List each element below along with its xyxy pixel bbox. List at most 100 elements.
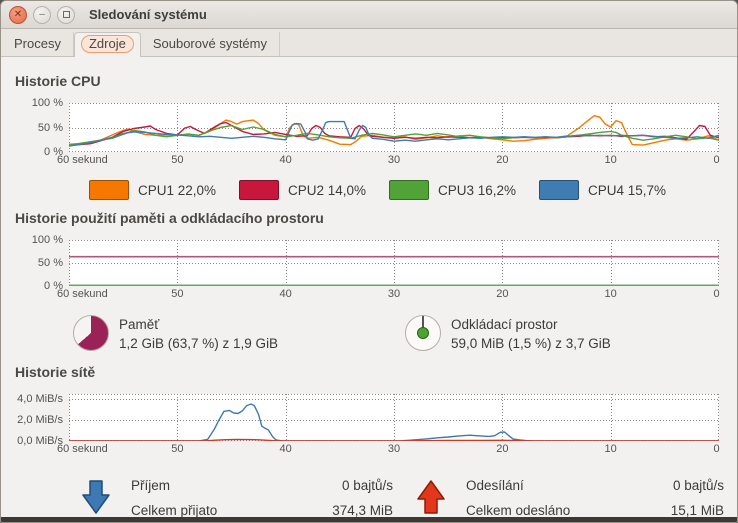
tab-filesystems[interactable]: Souborové systémy	[141, 32, 280, 56]
network-x-axis-label: 10	[604, 443, 617, 455]
memory-chart: 100 % 50 % 0 % 60 sekund 50 40 30 20 10 0	[32, 234, 720, 302]
tab-resources[interactable]: Zdroje	[73, 32, 141, 57]
memory-y-axis-label: 50 %	[37, 257, 63, 269]
cpu1-legend-label: CPU1 22,0%	[138, 182, 217, 198]
memory-x-axis-label: 60 sekund	[57, 288, 108, 300]
cpu-history-title: Historie CPU	[15, 73, 101, 89]
swap-usage-value: 59,0 MiB (1,5 %) z 3,7 GiB	[451, 336, 611, 351]
cpu3-legend-label: CPU3 16,2%	[438, 182, 517, 198]
network-series-line	[69, 403, 719, 441]
swap-pie-needle	[422, 316, 424, 333]
cpu2-legend-label: CPU2 14,0%	[288, 182, 367, 198]
window-title: Sledování systému	[89, 7, 207, 22]
cpu-x-axis-label: 60 sekund	[57, 154, 108, 166]
cpu-x-axis-label: 0	[713, 154, 720, 166]
network-chart: 4,0 MiB/s 2,0 MiB/s 0,0 MiB/s 60 sekund 50 40…	[17, 393, 720, 457]
network-y-axis-label: 0,0 MiB/s	[17, 435, 63, 447]
memory-x-axis-label: 10	[604, 288, 617, 300]
network-x-axis-label: 40	[279, 443, 292, 455]
cpu4-color-swatch	[539, 180, 579, 200]
network-series-line	[69, 438, 719, 441]
memory-legend-item: Paměť 1,2 GiB (63,7 %) z 1,9 GiB	[73, 315, 405, 354]
network-x-axis-label: 20	[496, 443, 509, 455]
network-x-axis-label: 60 sekund	[57, 443, 108, 455]
cpu-y-axis-label: 50 %	[37, 121, 63, 134]
cpu-x-axis-label: 10	[604, 154, 617, 166]
cpu4-legend-item: CPU4 15,7%	[539, 180, 689, 200]
receive-rate-value: 0 bajtů/s	[341, 478, 393, 493]
network-x-axis-label: 0	[713, 443, 720, 455]
memory-history-title: Historie použití paměti a odkládacího pr…	[15, 210, 324, 226]
memory-usage-value: 1,2 GiB (63,7 %) z 1,9 GiB	[119, 336, 279, 351]
network-x-axis: 60 sekund 50 40 30 20 10 0	[57, 443, 720, 457]
tab-processes[interactable]: Procesy	[2, 32, 74, 56]
swap-pie-dot	[417, 327, 429, 339]
upload-arrow-icon	[416, 479, 466, 518]
close-button[interactable]: ✕	[9, 5, 27, 24]
cpu3-color-swatch	[389, 180, 429, 200]
window-bottom-edge	[1, 517, 737, 522]
memory-x-axis-label: 30	[387, 288, 401, 300]
memory-label: Paměť	[119, 317, 160, 332]
cpu-chart: 100 % 50 % 0 % 60 sekund 50 40 30 20 10 0	[32, 97, 720, 168]
memory-y-axis-label: 0 %	[44, 280, 63, 292]
memory-x-axis: 60 sekund 50 40 30 20 10 0	[57, 288, 720, 302]
total-sent-value: 15,1 MiB	[670, 503, 724, 518]
cpu2-legend-item: CPU2 14,0%	[239, 180, 389, 200]
cpu1-legend-item: CPU1 22,0%	[89, 180, 239, 200]
cpu-x-axis-label: 20	[496, 154, 509, 166]
network-history-title: Historie sítě	[15, 364, 96, 380]
cpu-series-line	[69, 124, 719, 146]
cpu1-color-swatch	[89, 180, 129, 200]
maximize-button[interactable]	[57, 5, 75, 24]
send-rate-value: 0 bajtů/s	[672, 478, 724, 493]
cpu-x-axis: 60 sekund 50 40 30 20 10 0	[57, 154, 720, 168]
cpu-x-axis-label: 40	[279, 154, 292, 166]
download-arrow-icon	[81, 479, 131, 518]
cpu-plot-area	[69, 103, 719, 152]
cpu-y-axis-label: 100 %	[31, 97, 63, 109]
resources-panel: Historie CPU 100 % 50 % 0 % 60 sekund 50 40 30…	[1, 57, 737, 522]
network-plot-area	[69, 394, 719, 441]
cpu2-color-swatch	[239, 180, 279, 200]
titlebar: ✕ – Sledování systému	[1, 1, 737, 29]
swap-legend-item: Odkládací prostor 59,0 MiB (1,5 %) z 3,7…	[405, 315, 737, 354]
cpu-chart-canvas	[69, 103, 719, 152]
minimize-button[interactable]: –	[33, 5, 51, 24]
total-sent-label: Celkem odesláno	[466, 503, 571, 518]
tab-bar: Procesy Zdroje Souborové systémy	[1, 29, 737, 57]
network-y-axis-label: 4,0 MiB/s	[17, 392, 63, 405]
memory-x-axis-label: 50	[171, 288, 184, 300]
tab-resources-label: Zdroje	[80, 35, 134, 53]
cpu4-legend-label: CPU4 15,7%	[588, 182, 667, 198]
total-received-label: Celkem přijato	[131, 503, 218, 518]
cpu-x-axis-label: 30	[387, 154, 401, 166]
memory-chart-canvas	[69, 240, 719, 286]
memory-x-axis-label: 0	[713, 288, 720, 300]
memory-y-axis-label: 100 %	[31, 234, 63, 246]
cpu-legend: CPU1 22,0% CPU2 14,0% CPU3 16,2% CPU4 15…	[89, 180, 737, 200]
memory-legend: Paměť 1,2 GiB (63,7 %) z 1,9 GiB Odkláda…	[73, 315, 737, 354]
network-send-group: Odesílání 0 bajtů/s Celkem odesláno 15,1…	[416, 473, 724, 522]
cpu-series-line	[69, 120, 719, 147]
maximize-icon	[62, 11, 70, 18]
swap-label: Odkládací prostor	[451, 317, 558, 332]
network-x-axis-label: 50	[171, 443, 184, 455]
send-rate-label: Odesílání	[466, 478, 524, 493]
memory-x-axis-label: 20	[496, 288, 509, 300]
network-receive-group: Příjem 0 bajtů/s Celkem přijato 374,3 Mi…	[81, 473, 393, 522]
swap-pie-icon	[405, 315, 441, 351]
cpu3-legend-item: CPU3 16,2%	[389, 180, 539, 200]
network-y-axis-label: 2,0 MiB/s	[17, 413, 63, 426]
memory-plot-area	[69, 240, 719, 286]
receive-rate-label: Příjem	[131, 478, 171, 493]
cpu-x-axis-label: 50	[171, 154, 184, 166]
cpu-y-axis-label: 0 %	[44, 146, 63, 158]
total-received-value: 374,3 MiB	[332, 503, 393, 518]
network-legend: Příjem 0 bajtů/s Celkem přijato 374,3 Mi…	[81, 473, 737, 522]
memory-x-axis-label: 40	[279, 288, 292, 300]
network-chart-canvas	[69, 394, 719, 441]
memory-pie-icon	[73, 315, 109, 351]
network-x-axis-label: 30	[387, 443, 401, 455]
